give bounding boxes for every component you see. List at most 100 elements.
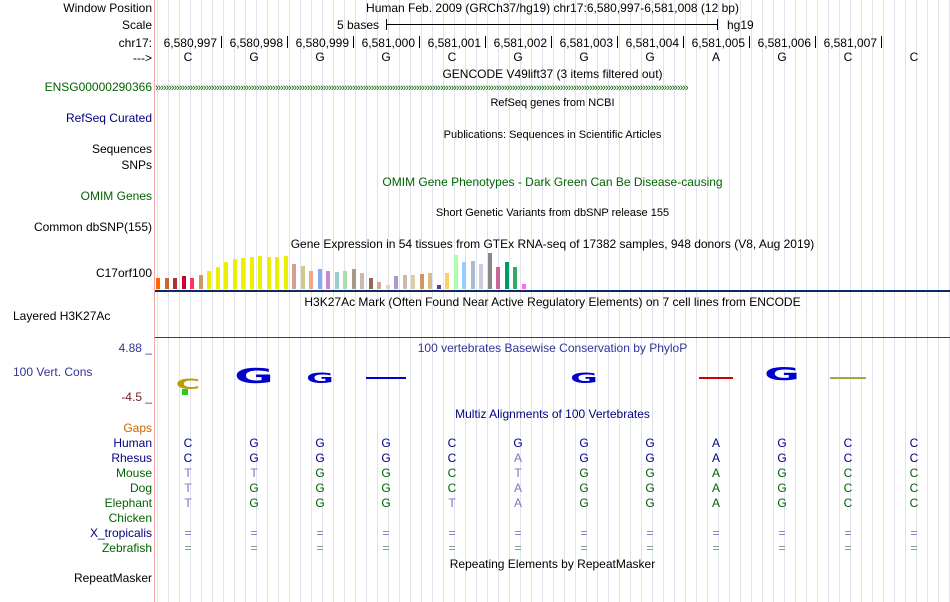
ruler-position-label: 6,581,003 (559, 36, 613, 50)
refseq-track-title: RefSeq genes from NCBI (490, 97, 615, 109)
gtex-tissue-bar[interactable] (521, 284, 526, 289)
refseq-track-label[interactable]: RefSeq Curated (65, 111, 152, 125)
grid-line (861, 0, 862, 602)
gtex-tissue-bar[interactable] (241, 258, 245, 289)
aligned-base: G (315, 466, 325, 480)
ruler-tick (221, 36, 222, 48)
gtex-tissue-bar[interactable] (436, 285, 441, 289)
species-label[interactable]: Rhesus (111, 451, 152, 465)
gtex-tissue-bar[interactable] (198, 275, 203, 289)
gtex-tissue-bar[interactable] (232, 259, 237, 289)
gtex-tissue-bar[interactable] (377, 282, 381, 289)
gtex-tissue-bar[interactable] (453, 255, 458, 289)
aligned-base: = (184, 526, 192, 540)
gtex-tissue-bar[interactable] (385, 285, 390, 289)
gtex-tissue-bar[interactable] (283, 256, 288, 289)
species-label[interactable]: Elephant (104, 496, 152, 510)
aligned-base: C (909, 466, 919, 480)
gtex-tissue-bar[interactable] (224, 262, 228, 289)
gencode-gene-feature[interactable]: ››››››››››››››››››››››››››››››››››››››››… (155, 82, 950, 94)
gtex-tissue-bar[interactable] (215, 267, 220, 289)
ensg-track-label[interactable]: ENSG00000290366 (44, 80, 152, 94)
gtex-tissue-bar[interactable] (419, 274, 424, 289)
grid-line (773, 0, 774, 602)
gtex-tissue-bar[interactable] (462, 262, 466, 289)
species-label[interactable]: Human (113, 436, 152, 450)
gtex-tissue-bar[interactable] (368, 278, 373, 289)
cons-scale-max: 4.88 _ (118, 341, 152, 355)
aligned-base: C (909, 436, 919, 450)
aligned-base: G (315, 496, 325, 510)
gtex-tissue-bar[interactable] (292, 264, 296, 289)
gtex-tissue-bar[interactable] (479, 264, 483, 289)
species-label[interactable]: Chicken (108, 511, 152, 525)
grid-line (267, 0, 268, 602)
conservation-logo-glyph: C (175, 377, 201, 393)
gtex-tissue-bar[interactable] (275, 257, 279, 289)
grid-line (740, 0, 741, 602)
cons-track-label[interactable]: 100 Vert. Cons (13, 365, 93, 379)
gtex-tissue-bar[interactable] (266, 257, 271, 289)
aligned-base: = (250, 541, 258, 555)
reference-base: G (777, 50, 787, 64)
species-label[interactable]: Mouse (115, 466, 152, 480)
aligned-base: G (315, 481, 325, 495)
grid-line (608, 0, 609, 602)
aligned-base: A (513, 496, 522, 510)
grid-line (938, 0, 939, 602)
gtex-tissue-bar[interactable] (445, 273, 449, 289)
ruler-position-label: 6,580,998 (229, 36, 283, 50)
repeatmasker-track-label[interactable]: RepeatMasker (73, 571, 152, 585)
gtex-tissue-bar[interactable] (513, 267, 517, 289)
gtex-tissue-bar[interactable] (181, 276, 186, 289)
gtex-tissue-bar[interactable] (164, 278, 169, 289)
gtex-tissue-bar[interactable] (190, 278, 194, 289)
gencode-track-title: GENCODE V49lift37 (3 items filtered out) (442, 67, 663, 81)
gtex-tissue-bar[interactable] (258, 256, 262, 289)
grid-line (256, 0, 257, 602)
track-label-panel: Window Position Scale chr17: ---> ENSG00… (0, 0, 155, 602)
gtex-tissue-bar[interactable] (470, 261, 475, 289)
gtex-tissue-bar[interactable] (428, 273, 432, 289)
gtex-tissue-bar[interactable] (334, 272, 339, 289)
gtex-tissue-bar[interactable] (343, 271, 347, 289)
ruler-tick (815, 36, 816, 48)
gtex-tissue-bar[interactable] (360, 273, 364, 289)
ruler-position-label: 6,581,004 (625, 36, 679, 50)
aligned-base: T (514, 466, 522, 480)
dbsnp-track-label[interactable]: Common dbSNP(155) (33, 220, 152, 234)
omim-track-label[interactable]: OMIM Genes (80, 189, 152, 203)
h3k27ac-track-label[interactable]: Layered H3K27Ac (13, 309, 111, 323)
gtex-tissue-bar[interactable] (317, 269, 322, 289)
gtex-tissue-bar[interactable] (207, 271, 211, 289)
aligned-base: G (381, 481, 391, 495)
snps-track-label[interactable]: SNPs (121, 158, 152, 172)
gtex-tissue-bar[interactable] (351, 269, 356, 289)
species-label[interactable]: Zebrafish (101, 541, 152, 555)
gtex-tissue-bar[interactable] (249, 257, 254, 289)
grid-line (542, 0, 543, 602)
gtex-tissue-bar[interactable] (309, 271, 313, 289)
aligned-base: = (844, 541, 852, 555)
aligned-base: C (183, 451, 193, 465)
gtex-tissue-bar[interactable] (496, 267, 500, 289)
gtex-tissue-bar[interactable] (487, 253, 492, 289)
gtex-gene-label[interactable]: C17orf100 (95, 266, 152, 280)
grid-line (377, 0, 378, 602)
gtex-expression-bars[interactable] (155, 252, 555, 289)
gtex-tissue-bar[interactable] (394, 276, 398, 289)
gtex-tissue-bar[interactable] (326, 271, 330, 289)
sequences-track-label[interactable]: Sequences (91, 142, 152, 156)
gtex-tissue-bar[interactable] (300, 266, 305, 289)
aligned-base: G (777, 451, 787, 465)
track-image-panel[interactable]: Human Feb. 2009 (GRCh37/hg19) chr17:6,58… (155, 0, 950, 602)
aligned-base: G (579, 451, 589, 465)
species-label[interactable]: Dog (129, 481, 152, 495)
gtex-tissue-bar[interactable] (504, 262, 509, 289)
reference-base: A (711, 50, 720, 64)
species-label[interactable]: X_tropicalis (89, 526, 152, 540)
gtex-tissue-bar[interactable] (411, 275, 415, 289)
gtex-tissue-bar[interactable] (173, 278, 177, 289)
gtex-tissue-bar[interactable] (402, 275, 407, 289)
gtex-tissue-bar[interactable] (156, 278, 160, 289)
